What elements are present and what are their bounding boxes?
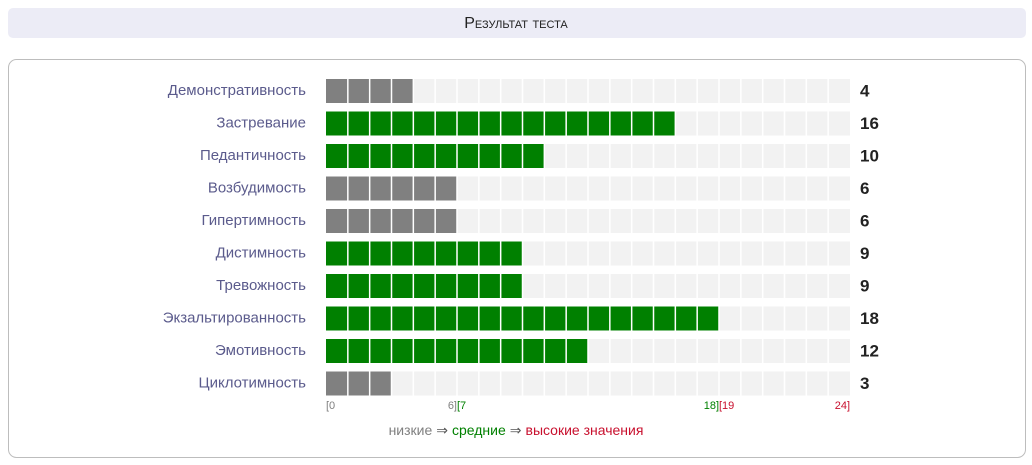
x-tick-label: 18][19	[704, 400, 735, 412]
bar	[326, 371, 392, 396]
category-label: Педантичность	[200, 147, 306, 164]
legend: низкие ⇒ средние ⇒ высокие значения	[389, 422, 644, 438]
value-label: 9	[860, 244, 869, 263]
bar	[326, 274, 523, 298]
chart: Демонстративность 4 Застревание 16 Педантичн…	[163, 79, 879, 438]
legend-item: низкие	[389, 422, 433, 438]
value-label: 18	[860, 309, 879, 328]
legend-item: средние	[452, 422, 506, 438]
value-label: 12	[860, 341, 879, 360]
category-label: Гипертимность	[201, 212, 306, 229]
x-tick-label: 6][7	[448, 400, 466, 412]
header-bar	[8, 8, 1026, 38]
x-tick-label: [0	[326, 400, 335, 412]
value-label: 9	[860, 276, 869, 295]
x-tick-label: 24]	[835, 400, 850, 412]
tick-part: [7	[457, 400, 466, 412]
category-label: Экзальтированность	[163, 309, 306, 326]
category-label: Тревожность	[216, 277, 306, 294]
header-title: Результат теста	[464, 15, 568, 32]
category-label: Застревание	[216, 114, 306, 131]
bar	[326, 241, 523, 266]
value-label: 4	[860, 81, 870, 100]
tick-part: [19	[719, 400, 734, 412]
value-label: 6	[860, 211, 869, 230]
category-label: Эмотивность	[215, 342, 306, 359]
value-label: 3	[860, 374, 869, 393]
category-label: Демонстративность	[168, 82, 306, 99]
tick-part: 6]	[448, 400, 457, 412]
tick-part: 18]	[704, 400, 719, 412]
value-label: 16	[860, 114, 879, 133]
category-label: Циклотимность	[198, 374, 306, 391]
value-label: 10	[860, 146, 879, 165]
category-label: Возбудимость	[208, 179, 306, 196]
value-label: 6	[860, 179, 869, 198]
legend-separator: ⇒	[436, 422, 448, 438]
category-label: Дистимность	[216, 244, 307, 261]
legend-item: высокие значения	[526, 422, 644, 438]
legend-separator: ⇒	[510, 422, 522, 438]
